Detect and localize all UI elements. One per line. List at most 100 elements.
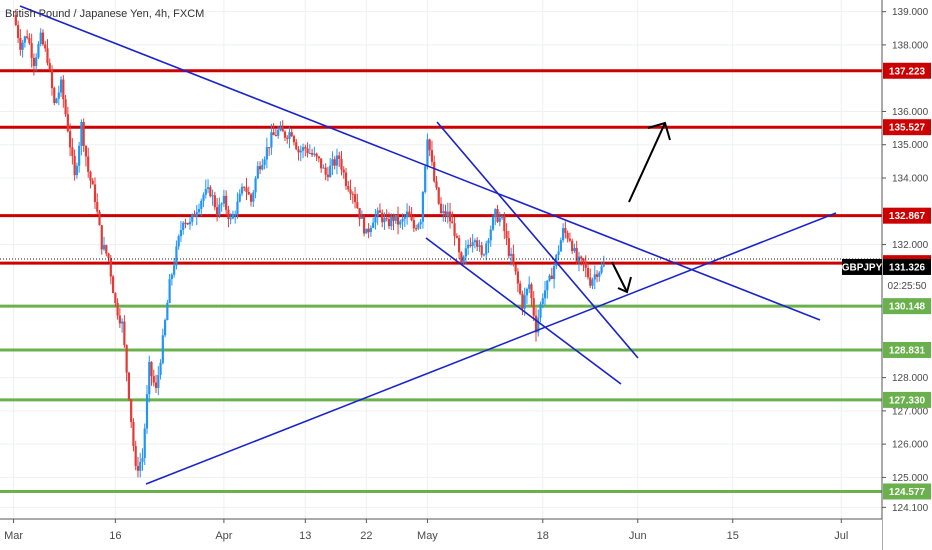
grid-lines — [0, 0, 882, 519]
time-tick-label-1: 16 — [109, 530, 121, 542]
candle-body-3 — [21, 42, 24, 50]
candle-body-189 — [442, 211, 445, 213]
time-tick-label-9: Jul — [834, 530, 848, 542]
candle-body-163 — [383, 218, 386, 223]
candle-body-22 — [64, 99, 67, 115]
candle-body-213 — [496, 209, 499, 222]
candle-body-34 — [91, 180, 94, 185]
candle-body-87 — [211, 195, 214, 197]
candle-body-222 — [516, 271, 519, 284]
candle-body-24 — [69, 131, 72, 148]
candle-body-29 — [80, 121, 83, 146]
price-axis-panel[interactable] — [882, 0, 932, 550]
trendline-drawings — [19, 5, 837, 485]
downside-arrow-line[interactable] — [611, 261, 628, 293]
candle-body-107 — [256, 166, 259, 179]
candle-body-72 — [177, 236, 180, 247]
candle-body-5 — [26, 36, 29, 39]
candle-body-192 — [448, 211, 452, 222]
channel-lower-line[interactable] — [425, 237, 622, 385]
candle-body-144 — [340, 159, 343, 170]
candle-body-106 — [254, 178, 257, 193]
time-axis-panel[interactable] — [0, 519, 882, 550]
candle-body-17 — [53, 88, 56, 104]
candle-body-147 — [347, 186, 350, 190]
candle-body-64 — [159, 362, 162, 375]
candle-body-2 — [19, 37, 22, 50]
downside-arrow-head — [617, 276, 632, 294]
resistance-level-label-2: 132.867 — [889, 211, 926, 222]
candle-body-160 — [376, 210, 379, 217]
candle-body-139 — [329, 165, 332, 177]
candle-body-212 — [494, 209, 497, 217]
candle-body-80 — [195, 212, 198, 217]
last-price-label: 131.326 — [889, 262, 926, 273]
candle-body-43 — [111, 276, 115, 294]
candle-body-143 — [338, 155, 341, 160]
time-tick-label-8: 15 — [727, 530, 739, 542]
candle-body-158 — [372, 222, 375, 228]
ascending-trendline[interactable] — [145, 212, 837, 485]
candle-body-54 — [136, 466, 140, 471]
candle-body-204 — [476, 240, 479, 247]
price-axis-badges: 137.223135.527132.867131.440130.148128.8… — [842, 62, 931, 500]
candle-body-137 — [324, 167, 327, 175]
candle-body-13 — [44, 44, 47, 49]
candlestick-series — [14, 9, 605, 478]
candle-body-129 — [306, 148, 309, 154]
candle-body-254 — [589, 277, 592, 286]
candle-body-133 — [315, 153, 318, 157]
channel-upper-line[interactable] — [436, 121, 639, 359]
price-tick-label-6: 128.000 — [892, 373, 929, 384]
candle-body-83 — [202, 194, 205, 201]
horizontal-levels — [0, 69, 882, 493]
support-level-label-0: 130.148 — [889, 302, 926, 313]
support-level-badge-2 — [883, 391, 931, 408]
candle-body-101 — [243, 186, 246, 188]
candle-body-18 — [55, 98, 58, 104]
candle-body-95 — [229, 218, 232, 220]
candle-body-38 — [100, 225, 103, 250]
candle-body-186 — [435, 181, 438, 188]
candle-body-193 — [451, 221, 454, 224]
candle-body-142 — [335, 155, 339, 166]
candle-body-93 — [225, 195, 228, 210]
candle-body-48 — [123, 321, 126, 346]
candle-body-241 — [559, 240, 562, 252]
candle-body-185 — [433, 161, 436, 182]
candle-body-184 — [430, 150, 434, 162]
candle-body-6 — [28, 38, 31, 44]
candle-body-46 — [118, 315, 121, 324]
candle-body-238 — [552, 265, 556, 280]
time-tick-label-3: 13 — [299, 530, 311, 542]
candle-body-23 — [66, 114, 69, 132]
descending-trendline[interactable] — [19, 5, 821, 321]
candle-body-178 — [417, 224, 420, 229]
support-level-label-3: 124.577 — [889, 487, 926, 498]
candle-body-223 — [519, 283, 522, 294]
candle-body-250 — [580, 256, 583, 259]
candle-body-57 — [143, 428, 146, 458]
candle-body-30 — [82, 121, 85, 147]
upside-arrow-line[interactable] — [628, 122, 666, 203]
candle-body-247 — [573, 248, 576, 252]
candle-body-194 — [453, 223, 456, 236]
candle-body-125 — [297, 149, 300, 153]
candle-body-200 — [467, 244, 470, 249]
candle-body-207 — [482, 254, 486, 256]
candle-body-92 — [222, 195, 225, 204]
candle-body-151 — [356, 202, 359, 209]
candle-body-227 — [528, 284, 531, 289]
candle-body-256 — [593, 274, 596, 280]
candle-body-70 — [173, 265, 176, 275]
candle-body-52 — [132, 422, 135, 446]
candle-body-59 — [148, 361, 151, 395]
candle-body-155 — [365, 228, 368, 234]
candle-body-7 — [30, 43, 33, 58]
candle-body-257 — [595, 274, 599, 277]
candle-body-74 — [182, 222, 185, 230]
time-tick-label-4: 22 — [360, 530, 372, 542]
candle-body-56 — [141, 457, 144, 462]
candle-body-42 — [109, 257, 112, 277]
